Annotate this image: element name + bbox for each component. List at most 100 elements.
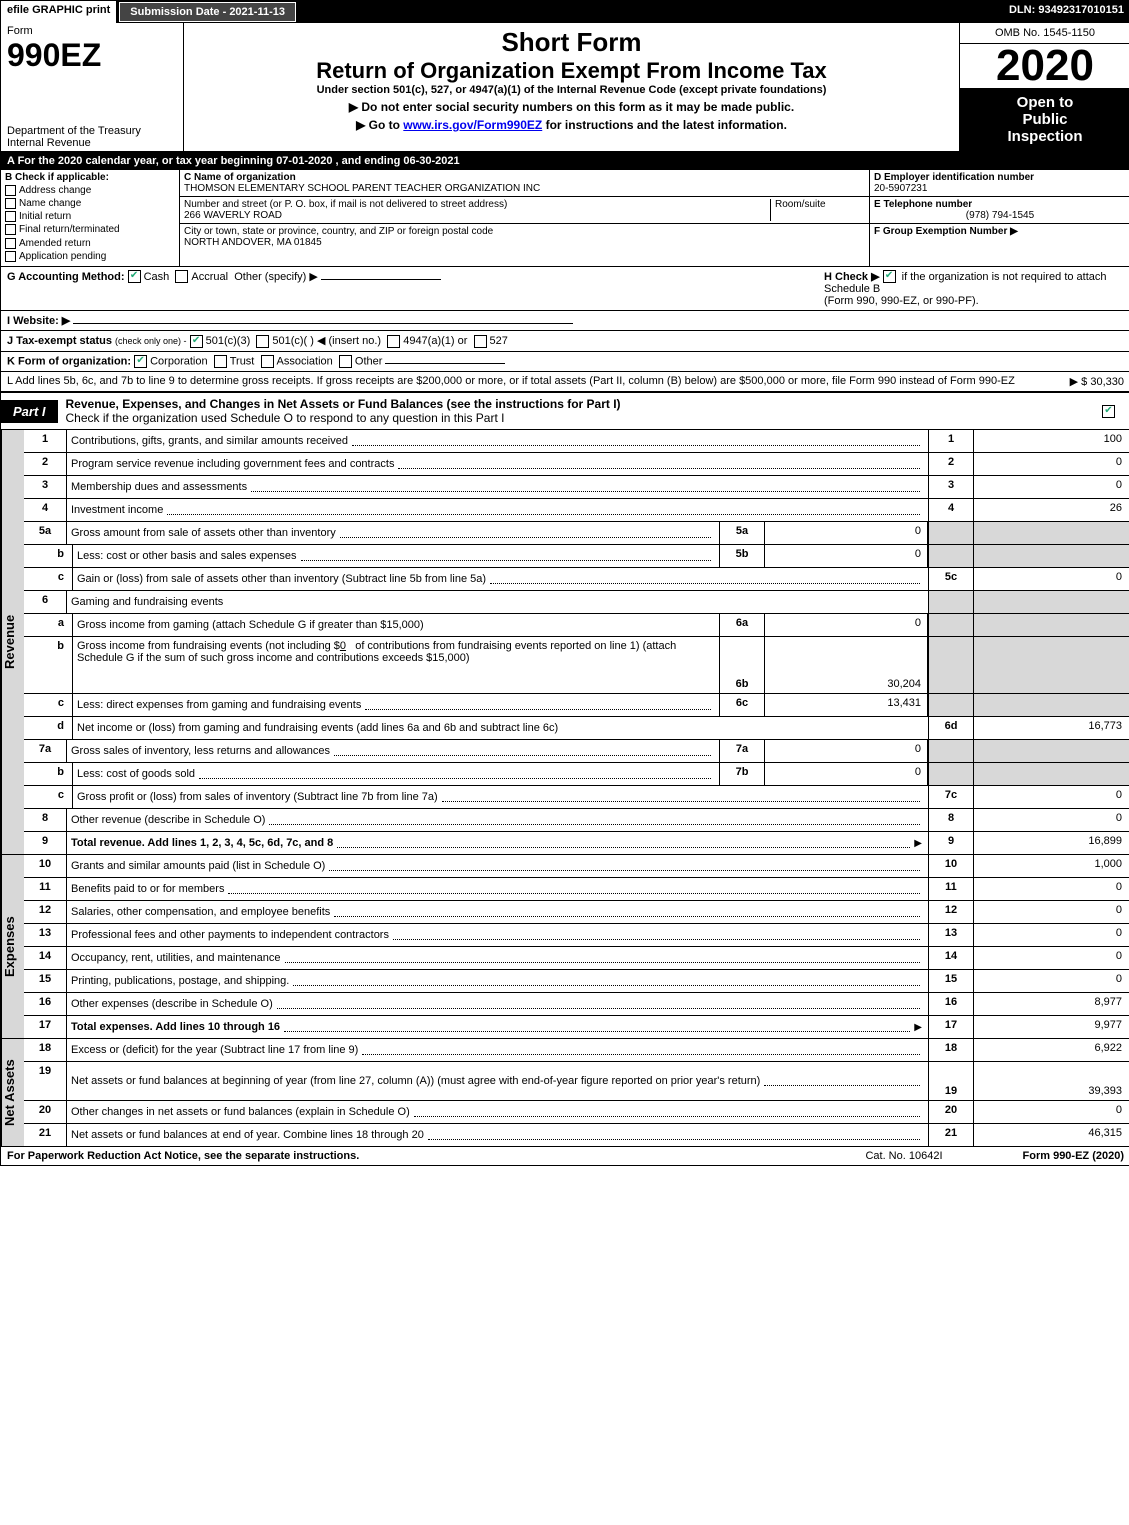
topbar-spacer [297, 1, 1003, 23]
line-7c: cGross profit or (loss) from sales of in… [24, 786, 1129, 809]
other-specify: Other (specify) ▶ [234, 271, 318, 283]
section-b: B Check if applicable: Address change Na… [1, 170, 180, 266]
public: Public [966, 111, 1124, 128]
line-5b: bLess: cost or other basis and sales exp… [24, 545, 1129, 568]
addr-value: 266 WAVERLY ROAD [184, 210, 282, 221]
page-footer: For Paperwork Reduction Act Notice, see … [1, 1146, 1129, 1165]
section-g: G Accounting Method: Cash Accrual Other … [7, 270, 824, 308]
header-right: OMB No. 1545-1150 2020 Open to Public In… [959, 23, 1129, 151]
line-13: 13Professional fees and other payments t… [24, 924, 1129, 947]
inspection: Inspection [966, 128, 1124, 145]
chk-501c[interactable] [256, 335, 269, 348]
section-l: L Add lines 5b, 6c, and 7b to line 9 to … [1, 372, 1129, 392]
city-label: City or town, state or province, country… [184, 226, 493, 237]
chk-name-change[interactable]: Name change [5, 198, 175, 209]
chk-501c3[interactable] [190, 335, 203, 348]
tax-period-row: A For the 2020 calendar year, or tax yea… [1, 152, 1129, 170]
cash-label: Cash [144, 271, 170, 283]
opt-501c: 501(c)( ) ◀ (insert no.) [272, 335, 381, 347]
chk-other-org[interactable] [339, 355, 352, 368]
catalog-number: Cat. No. 10642I [865, 1150, 942, 1162]
line-17: 17Total expenses. Add lines 10 through 1… [24, 1016, 1129, 1038]
website-input[interactable] [73, 323, 573, 324]
subtitle: Under section 501(c), 527, or 4947(a)(1)… [188, 84, 955, 96]
title-short-form: Short Form [188, 27, 955, 58]
ein-value: 20-5907231 [874, 183, 927, 194]
part-1-check-text: Check if the organization used Schedule … [66, 411, 505, 425]
opt-corporation: Corporation [150, 355, 207, 367]
line-10: 10Grants and similar amounts paid (list … [24, 855, 1129, 878]
phone-label: E Telephone number [874, 199, 972, 210]
h-text-forms: (Form 990, 990-EZ, or 990-PF). [824, 295, 979, 307]
entity-info-grid: B Check if applicable: Address change Na… [1, 170, 1129, 267]
chk-527[interactable] [474, 335, 487, 348]
line-4: 4Investment income426 [24, 499, 1129, 522]
h-label: H Check ▶ [824, 271, 880, 283]
section-d: D Employer identification number 20-5907… [870, 170, 1129, 197]
org-name: THOMSON ELEMENTARY SCHOOL PARENT TEACHER… [184, 183, 540, 194]
line-5a: 5aGross amount from sale of assets other… [24, 522, 1129, 545]
accrual-label: Accrual [191, 271, 228, 283]
chk-initial-return[interactable]: Initial return [5, 211, 175, 222]
chk-trust[interactable] [214, 355, 227, 368]
opt-other-org: Other [355, 355, 383, 367]
instr-goto-post: for instructions and the latest informat… [546, 118, 787, 132]
other-specify-input[interactable] [321, 279, 441, 280]
section-g-h: G Accounting Method: Cash Accrual Other … [1, 267, 1129, 312]
line-9: 9Total revenue. Add lines 1, 2, 3, 4, 5c… [24, 832, 1129, 854]
dept-irs: Internal Revenue [7, 137, 177, 149]
other-org-input[interactable] [385, 363, 505, 364]
line-18: 18Excess or (deficit) for the year (Subt… [24, 1039, 1129, 1062]
section-h: H Check ▶ if the organization is not req… [824, 270, 1124, 308]
chk-4947[interactable] [387, 335, 400, 348]
tax-exempt-sub: (check only one) - [115, 336, 187, 346]
line-8: 8Other revenue (describe in Schedule O)8… [24, 809, 1129, 832]
irs-form-link[interactable]: www.irs.gov/Form990EZ [403, 118, 542, 132]
expenses-section: Expenses 10Grants and similar amounts pa… [1, 855, 1129, 1039]
chk-application-pending[interactable]: Application pending [5, 251, 175, 262]
line-21: 21Net assets or fund balances at end of … [24, 1124, 1129, 1146]
section-def: D Employer identification number 20-5907… [870, 170, 1129, 266]
chk-amended-return[interactable]: Amended return [5, 238, 175, 249]
line-6: 6Gaming and fundraising events [24, 591, 1129, 614]
title-return: Return of Organization Exempt From Incom… [188, 58, 955, 84]
net-assets-sidebar: Net Assets [1, 1039, 24, 1146]
addr-label: Number and street (or P. O. box, if mail… [184, 199, 507, 210]
part-1-label: Part I [1, 400, 58, 423]
efile-graphic-print: efile GRAPHIC print [1, 1, 118, 23]
line-6c: cLess: direct expenses from gaming and f… [24, 694, 1129, 717]
line-2: 2Program service revenue including gover… [24, 453, 1129, 476]
section-l-text: L Add lines 5b, 6c, and 7b to line 9 to … [7, 375, 1070, 388]
chk-schedule-o-used[interactable] [1102, 405, 1115, 418]
chk-cash[interactable] [128, 270, 141, 283]
section-c: C Name of organization THOMSON ELEMENTAR… [180, 170, 870, 266]
chk-address-change[interactable]: Address change [5, 185, 175, 196]
opt-4947: 4947(a)(1) or [403, 335, 467, 347]
line-7b: bLess: cost of goods sold7b0 [24, 763, 1129, 786]
section-i: I Website: ▶ [1, 311, 1129, 331]
form-org-label: K Form of organization: [7, 355, 131, 367]
form-number: 990EZ [7, 37, 177, 74]
section-b-label: B Check if applicable: [5, 172, 175, 183]
dln-number: DLN: 93492317010151 [1003, 1, 1129, 23]
line-5c: cGain or (loss) from sale of assets othe… [24, 568, 1129, 591]
chk-corporation[interactable] [134, 355, 147, 368]
chk-final-return[interactable]: Final return/terminated [5, 224, 175, 235]
org-city-cell: City or town, state or province, country… [180, 224, 869, 250]
line-16: 16Other expenses (describe in Schedule O… [24, 993, 1129, 1016]
revenue-sidebar: Revenue [1, 430, 24, 854]
group-exemption-label: F Group Exemption Number ▶ [874, 226, 1018, 237]
form-footer-label: Form 990-EZ (2020) [1023, 1150, 1124, 1162]
chk-accrual[interactable] [175, 270, 188, 283]
line-14: 14Occupancy, rent, utilities, and mainte… [24, 947, 1129, 970]
open-to: Open to [966, 94, 1124, 111]
opt-527: 527 [490, 335, 508, 347]
line-3: 3Membership dues and assessments30 [24, 476, 1129, 499]
chk-schedule-b-not-required[interactable] [883, 270, 896, 283]
instr-no-ssn: ▶ Do not enter social security numbers o… [188, 100, 955, 114]
chk-association[interactable] [261, 355, 274, 368]
line-7a: 7aGross sales of inventory, less returns… [24, 740, 1129, 763]
dept-treasury: Department of the Treasury [7, 125, 177, 137]
opt-trust: Trust [230, 355, 255, 367]
line-6d: dNet income or (loss) from gaming and fu… [24, 717, 1129, 740]
